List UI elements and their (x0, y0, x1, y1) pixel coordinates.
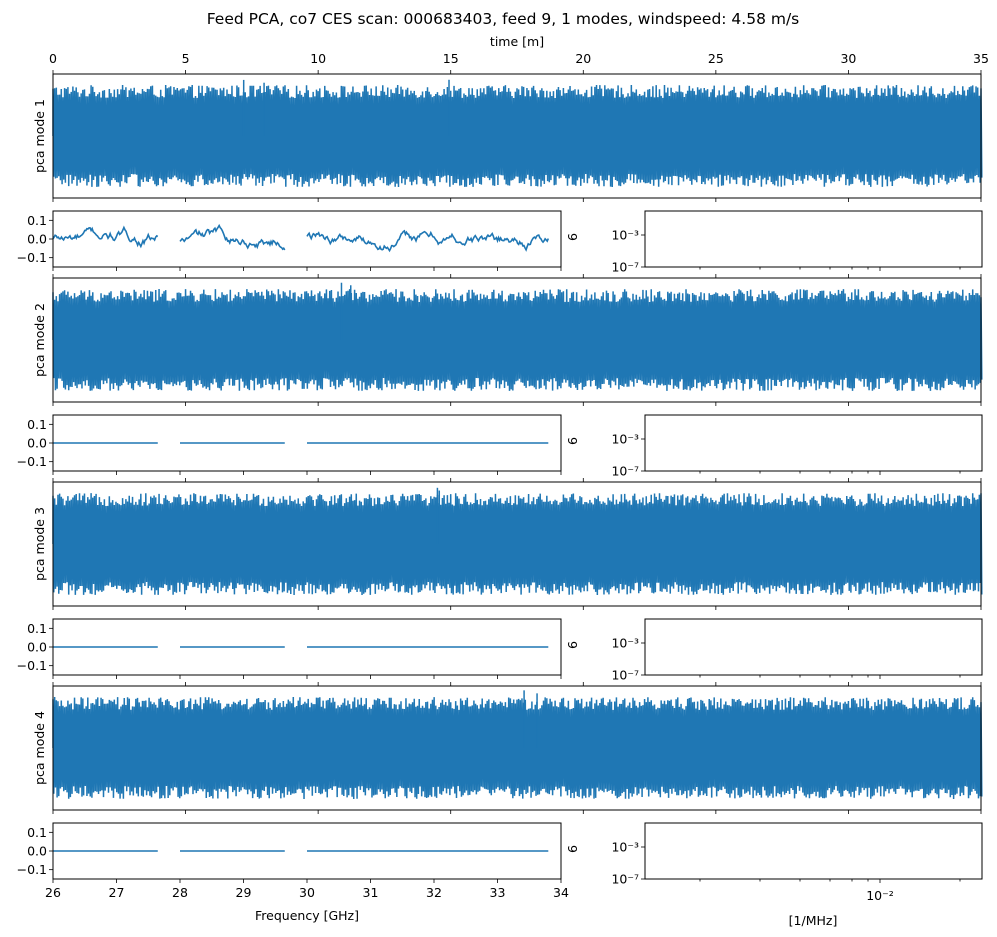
mode-4-timeseries-line (52, 696, 983, 800)
time-tick-label: 10 (310, 51, 326, 66)
freq-ytick-label: 0.0 (27, 232, 47, 247)
freq-ytick-label: −0.1 (17, 862, 47, 877)
time-tick-label: 5 (182, 51, 190, 66)
mode-1-ylabel: pca mode 1 (32, 99, 47, 173)
spectrum-ytick-label: 10⁻³ (611, 840, 639, 855)
freq-xtick-label: 31 (363, 885, 379, 900)
freq-ytick-label: 0.0 (27, 436, 47, 451)
spectrum-panel-2-frame (644, 414, 983, 472)
mode-2-timeseries-core (53, 310, 981, 370)
spectrum-xtick-label: 10⁻² (866, 888, 894, 903)
spectrum-ytick-label: 10⁻³ (611, 636, 639, 651)
spectrum-ytick-label: 10⁻⁷ (611, 668, 639, 683)
freq-xtick-label: 30 (299, 885, 315, 900)
freq-xtick-label: 26 (45, 885, 61, 900)
mode-4-ylabel: pca mode 4 (32, 711, 47, 785)
mode-3-timeseries-line (52, 493, 983, 596)
mode-3-axes-frame (52, 481, 982, 607)
freq-xtick-label: 28 (172, 885, 188, 900)
freq-xtick-label: 33 (490, 885, 506, 900)
freq-panel-1-line (52, 225, 159, 249)
mode-1-timeseries-line (52, 84, 983, 188)
time-tick-label: 20 (575, 51, 591, 66)
freq-xtick-label: 34 (553, 885, 569, 900)
mode-4-timeseries-core (53, 718, 981, 778)
figure-title: Feed PCA, co7 CES scan: 000683403, feed … (207, 10, 800, 28)
freq-panel-1-line (306, 229, 550, 253)
time-tick-label: 15 (443, 51, 459, 66)
freq-panel-side-label: 9 (565, 233, 580, 241)
freq-panel-side-label: 9 (565, 437, 580, 445)
spectrum-panel-3-frame (644, 618, 983, 676)
freq-ytick-label: −0.1 (17, 658, 47, 673)
mode-2-axes-frame (52, 277, 982, 403)
freq-panel-1-line (179, 223, 286, 251)
spectrum-panel-4-frame (644, 822, 983, 880)
spectrum-ytick-label: 10⁻³ (611, 228, 639, 243)
frequency-axis-label: Frequency [GHz] (255, 908, 359, 923)
spectrum-ytick-label: 10⁻⁷ (611, 872, 639, 887)
mode-2-timeseries-line (52, 288, 983, 391)
freq-panel-side-label: 9 (565, 641, 580, 649)
mode-1-timeseries-core (53, 106, 981, 166)
freq-ytick-label: 0.0 (27, 844, 47, 859)
freq-xtick-label: 27 (109, 885, 125, 900)
freq-ytick-label: 0.1 (27, 417, 47, 432)
time-tick-label: 30 (840, 51, 856, 66)
spectrum-axis-label: [1/MHz] (789, 913, 838, 928)
freq-xtick-label: 29 (236, 885, 252, 900)
freq-ytick-label: 0.1 (27, 213, 47, 228)
spectrum-ytick-label: 10⁻⁷ (611, 260, 639, 275)
freq-ytick-label: −0.1 (17, 250, 47, 265)
time-tick-label: 35 (973, 51, 989, 66)
mode-4-axes-frame (52, 685, 982, 811)
spectrum-panel-1-frame (644, 210, 983, 268)
freq-ytick-label: 0.0 (27, 640, 47, 655)
spectrum-ytick-label: 10⁻⁷ (611, 464, 639, 479)
time-axis-label: time [m] (490, 34, 544, 49)
freq-ytick-label: −0.1 (17, 454, 47, 469)
freq-ytick-label: 0.1 (27, 825, 47, 840)
mode-1-axes-frame (52, 73, 982, 199)
freq-panel-side-label: 9 (565, 845, 580, 853)
time-tick-label: 0 (49, 51, 57, 66)
spectrum-ytick-label: 10⁻³ (611, 432, 639, 447)
mode-2-ylabel: pca mode 2 (32, 303, 47, 377)
freq-xtick-label: 32 (426, 885, 442, 900)
freq-ytick-label: 0.1 (27, 621, 47, 636)
mode-3-timeseries-core (53, 514, 981, 574)
time-tick-label: 25 (708, 51, 724, 66)
mode-3-ylabel: pca mode 3 (32, 507, 47, 581)
